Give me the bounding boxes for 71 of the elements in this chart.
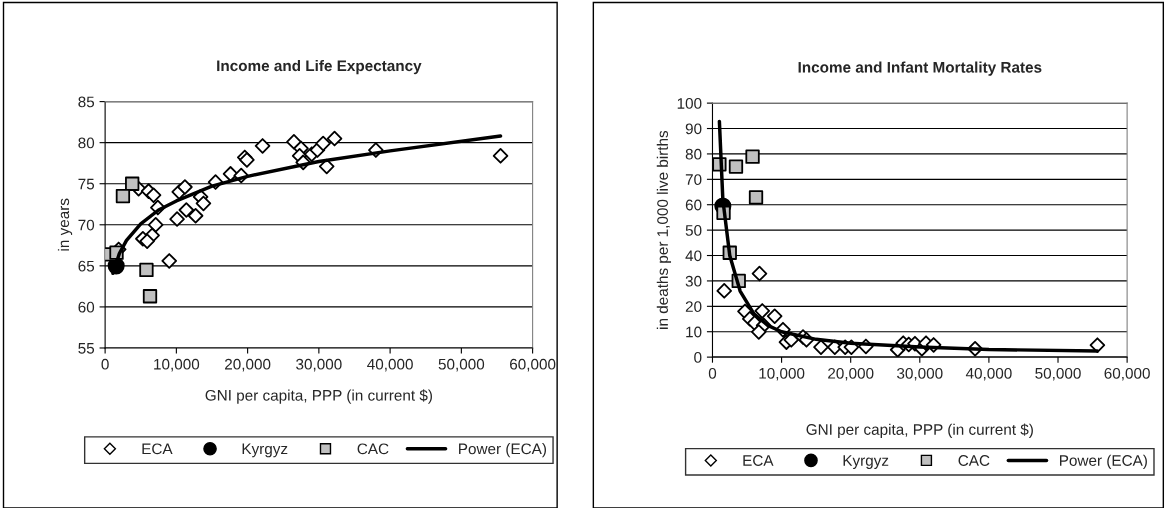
- x-axis-title: GNI per capita, PPP (in current $): [806, 423, 1033, 438]
- point: [187, 207, 204, 224]
- x-tick-label: 50,000: [1035, 367, 1081, 381]
- x-tick-label: 20,000: [828, 367, 874, 381]
- y-tick-label: 20: [685, 301, 702, 313]
- x-tick-label: 0: [708, 367, 717, 379]
- point: [813, 339, 829, 355]
- x-tick-label: 20,000: [225, 358, 271, 372]
- legend-label: Power (ECA): [459, 443, 546, 458]
- y-tick-label: 50: [685, 224, 702, 236]
- y-tick-label: 30: [685, 275, 702, 287]
- point: [142, 289, 158, 304]
- point: [139, 262, 154, 278]
- point: [254, 138, 271, 154]
- legend-label: Kyrgyz: [843, 455, 889, 469]
- x-tick-label: 0: [101, 358, 109, 370]
- point: [748, 190, 764, 205]
- chart-title: Income and Infant Mortality Rates: [798, 61, 1042, 76]
- x-tick-label: 30,000: [296, 358, 342, 372]
- y-tick-label: 85: [78, 96, 95, 108]
- x-axis-title: GNI per capita, PPP (in current $): [205, 389, 432, 404]
- y-tick-label: 60: [685, 199, 702, 211]
- y-tick-label: 70: [78, 219, 95, 231]
- y-tick-label: 65: [78, 260, 95, 272]
- y-tick-label: 90: [685, 123, 702, 135]
- point: [178, 202, 195, 218]
- legend-label: CAC: [958, 455, 990, 466]
- y-tick-label: 40: [685, 250, 702, 262]
- chart-title: Income and Life Expectancy: [217, 59, 422, 75]
- point: [754, 303, 771, 319]
- x-tick-label: 60,000: [510, 358, 556, 372]
- point: [492, 148, 509, 164]
- x-tick-label: 50,000: [438, 358, 485, 372]
- legend-label: CAC: [357, 443, 389, 455]
- point: [315, 135, 331, 152]
- y-tick-label: 70: [685, 174, 702, 186]
- y-tick-label: 10: [686, 326, 702, 338]
- legend-label: ECA: [743, 455, 774, 466]
- legend-label: Kyrgyz: [242, 443, 288, 458]
- y-tick-label: 100: [677, 97, 702, 109]
- y-tick-label: 75: [78, 178, 95, 190]
- y-axis-title: in deaths per 1,000 live births: [656, 130, 672, 329]
- point: [169, 211, 185, 227]
- point: [125, 176, 140, 191]
- point: [766, 308, 783, 325]
- x-tick-label: 40,000: [367, 358, 413, 372]
- point: [177, 179, 193, 195]
- y-tick-label: 60: [78, 301, 95, 313]
- point: [161, 253, 178, 269]
- x-tick-label: 30,000: [897, 367, 943, 381]
- point: [751, 265, 768, 282]
- point: [139, 233, 155, 249]
- point: [145, 187, 162, 204]
- legend-label: ECA: [142, 443, 173, 455]
- point: [147, 217, 164, 233]
- x-tick-label: 10,000: [759, 367, 805, 381]
- point: [326, 130, 343, 147]
- x-tick-label: 40,000: [965, 367, 1012, 381]
- x-tick-label: 60,000: [1104, 367, 1150, 381]
- y-tick-label: 80: [685, 148, 702, 160]
- legend-label: Power (ECA): [1060, 454, 1147, 469]
- point: [195, 195, 212, 212]
- point: [728, 159, 744, 174]
- point: [751, 324, 767, 340]
- x-tick-label: 10,000: [154, 358, 200, 372]
- y-axis-title: in years: [57, 198, 73, 251]
- point: [745, 149, 760, 164]
- point: [716, 283, 733, 299]
- y-tick-label: 80: [78, 137, 95, 149]
- point: [115, 188, 131, 204]
- y-tick-label: 55: [78, 343, 95, 354]
